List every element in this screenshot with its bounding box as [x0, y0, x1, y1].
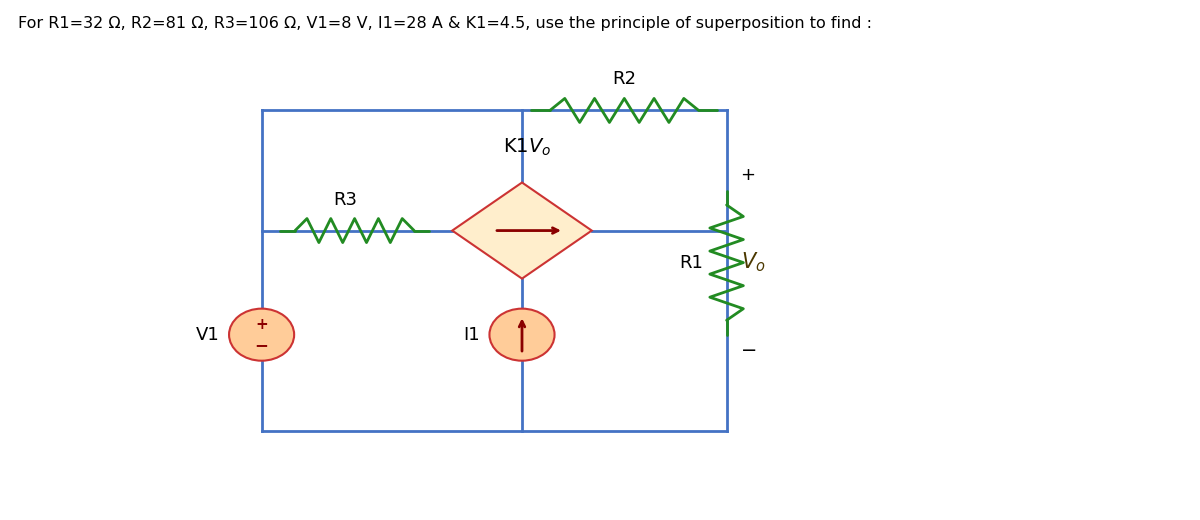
Text: K1$V_o$: K1$V_o$ [503, 137, 551, 159]
Text: −: − [740, 341, 757, 360]
Text: V1: V1 [196, 326, 220, 344]
Text: +: + [256, 317, 268, 332]
Text: $V_o$: $V_o$ [740, 251, 766, 275]
Text: +: + [740, 165, 756, 184]
Text: −: − [254, 336, 269, 354]
Text: For R1=32 Ω, R2=81 Ω, R3=106 Ω, V1=8 V, I1=28 A & K1=4.5, use the principle of s: For R1=32 Ω, R2=81 Ω, R3=106 Ω, V1=8 V, … [18, 16, 872, 31]
Ellipse shape [490, 309, 554, 361]
Text: R3: R3 [334, 190, 358, 209]
Text: R1: R1 [679, 254, 703, 271]
Text: R2: R2 [612, 70, 636, 88]
Ellipse shape [229, 309, 294, 361]
Polygon shape [452, 183, 592, 279]
Text: I1: I1 [463, 326, 480, 344]
